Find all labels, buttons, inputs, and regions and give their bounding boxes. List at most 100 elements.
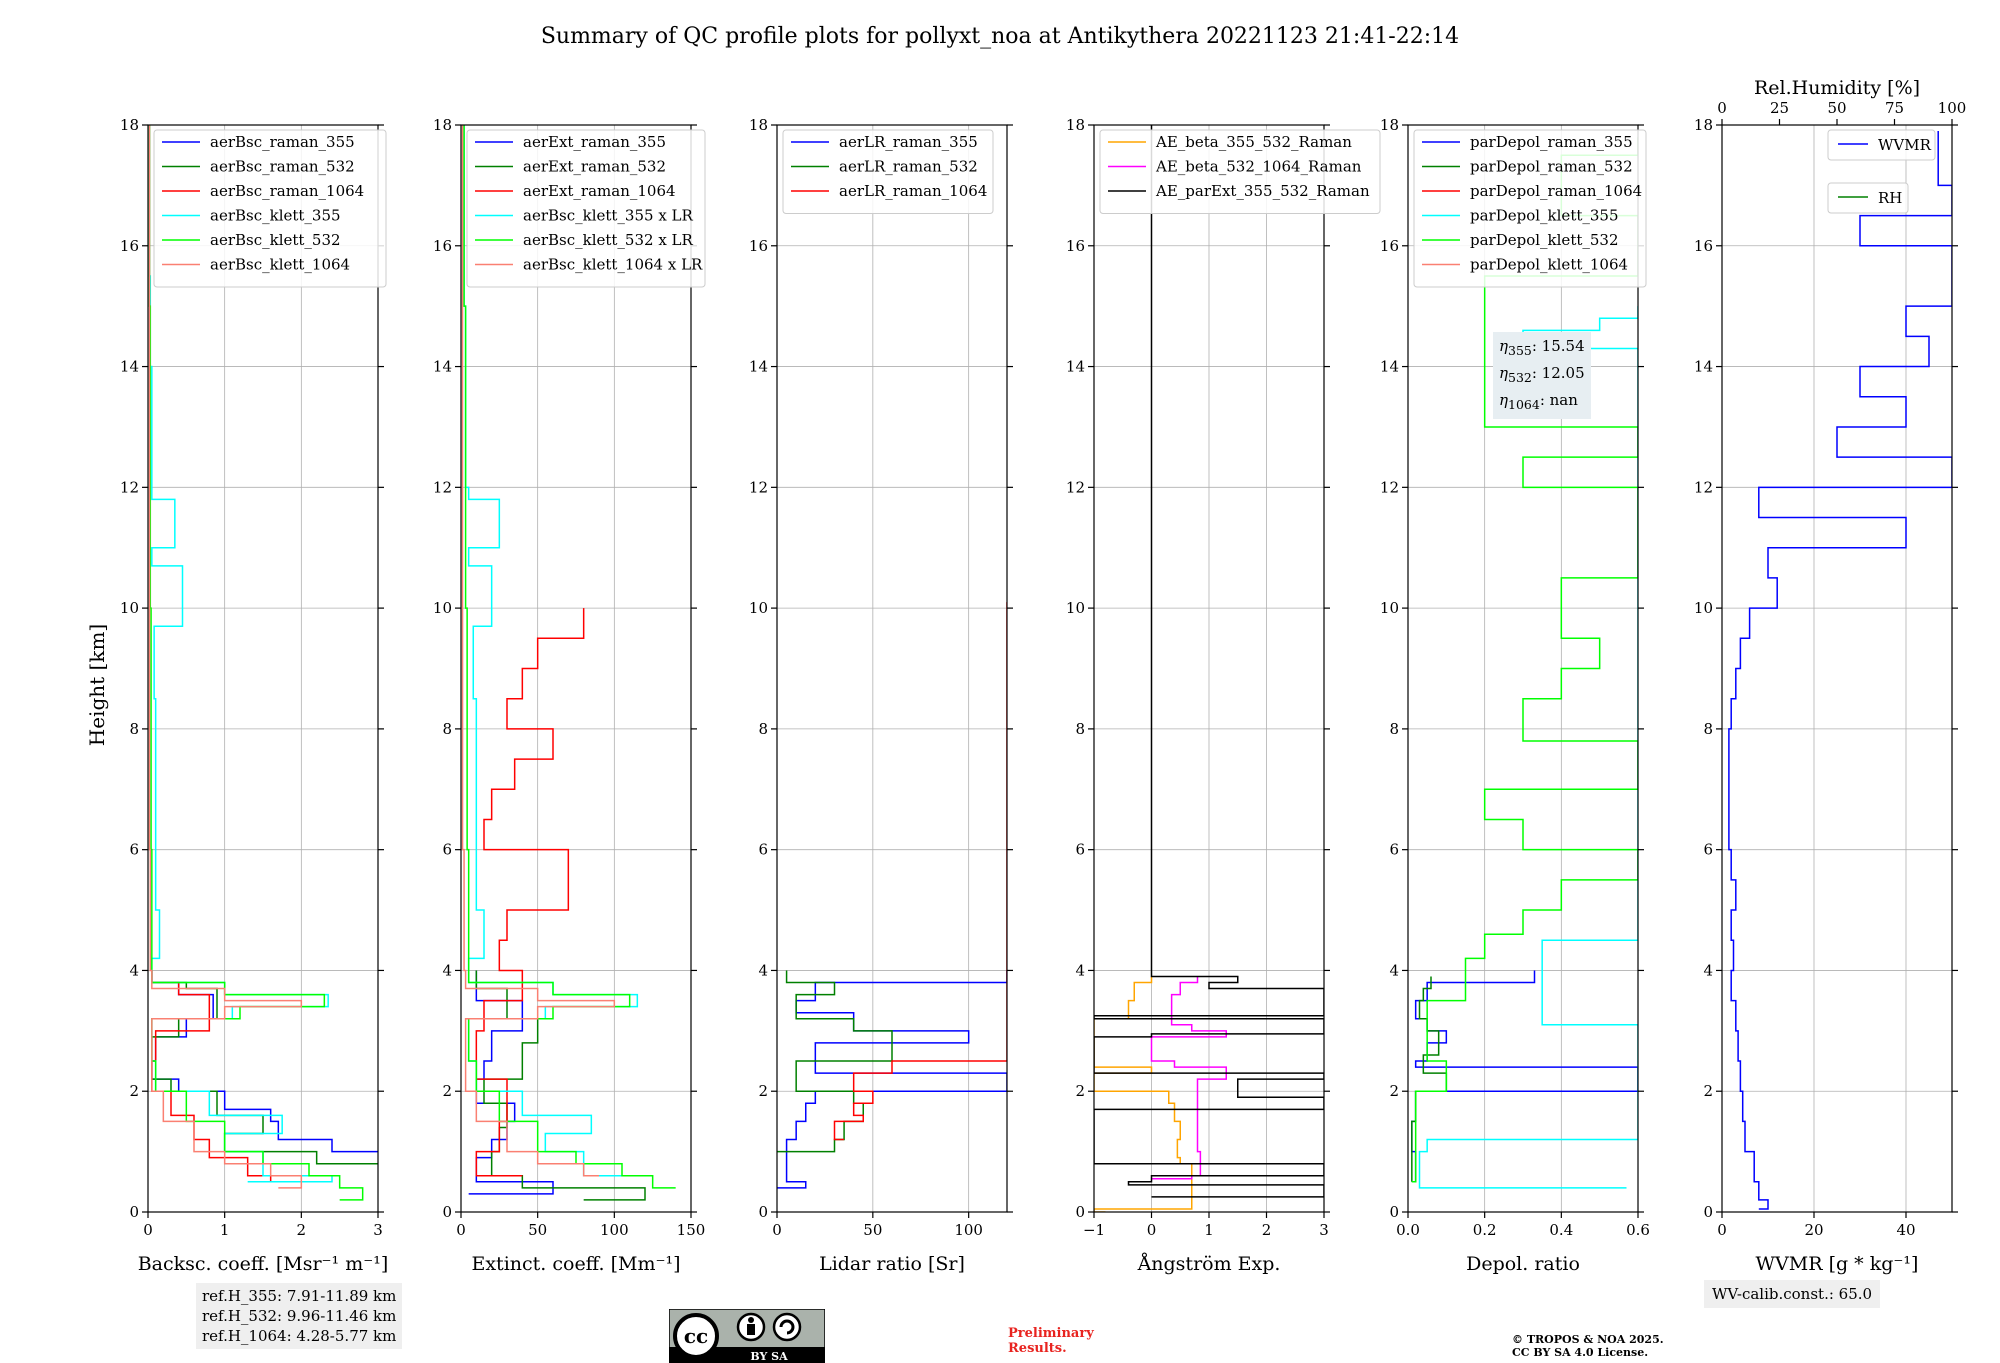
copyright-line-2: CC BY SA 4.0 License. xyxy=(1512,1346,1649,1359)
legend-entry: aerBsc_klett_355 x LR xyxy=(523,207,694,225)
legend-entry: aerBsc_raman_355 xyxy=(210,133,355,151)
x-tick-label: 3 xyxy=(373,1221,383,1239)
legend-entry: parDepol_raman_532 xyxy=(1470,158,1633,176)
eta-1064: η1064: nan xyxy=(1499,389,1585,416)
x-tick-label: 0 xyxy=(772,1221,782,1239)
x-tick-label: 0.6 xyxy=(1626,1221,1650,1239)
y-tick-label: 6 xyxy=(129,841,139,859)
y-tick-label: 6 xyxy=(758,841,768,859)
eta-355-sub: 355 xyxy=(1508,343,1532,358)
x-tick-label: 50 xyxy=(528,1221,547,1239)
x-tick-label: 0.4 xyxy=(1549,1221,1573,1239)
x-tick-label: 1 xyxy=(1204,1221,1214,1239)
y-tick-label: 12 xyxy=(433,478,452,496)
legend-entry: aerBsc_klett_355 xyxy=(210,207,341,225)
legend-entry: aerLR_raman_1064 xyxy=(839,182,987,200)
y-tick-label: 14 xyxy=(433,358,452,376)
wv-calib-text: WV-calib.const.: 65.0 xyxy=(1712,1285,1873,1303)
legend-entry: aerExt_raman_1064 xyxy=(523,182,676,200)
y-tick-label: 0 xyxy=(1075,1203,1085,1221)
series-line-aerBsc_raman_355 xyxy=(151,970,378,1153)
legend-box xyxy=(782,129,994,214)
legend-entry: parDepol_raman_355 xyxy=(1470,133,1633,151)
y-tick-label: 8 xyxy=(1703,720,1713,738)
plot-frame xyxy=(1721,124,1953,1213)
x-tick-label: 3 xyxy=(1319,1221,1329,1239)
y-tick-label: 8 xyxy=(129,720,139,738)
y-tick-label: 16 xyxy=(433,237,452,255)
x-tick-label: 0.0 xyxy=(1396,1221,1420,1239)
x-tick-label: 40 xyxy=(1896,1221,1915,1239)
legend-entry: aerBsc_raman_532 xyxy=(210,158,355,176)
x-tick-label: −1 xyxy=(1083,1221,1105,1239)
series-line-parDepol_klett_532 xyxy=(1411,137,1638,1183)
y-tick-label: 6 xyxy=(442,841,452,859)
plot-frame xyxy=(147,124,379,1213)
series-line-aerBsc_klett_1064 xyxy=(148,125,303,1189)
legend-entry: aerExt_raman_355 xyxy=(523,133,666,151)
y-tick-label: 2 xyxy=(758,1082,768,1100)
legend-box xyxy=(153,129,387,288)
y-tick-label: 10 xyxy=(433,599,452,617)
wv-calib-box: WV-calib.const.: 65.0 xyxy=(1704,1280,1881,1308)
series-line-aerBsc_klett_532 x LR xyxy=(463,125,676,1189)
y-tick-label: 10 xyxy=(1694,599,1713,617)
y-tick-label: 10 xyxy=(1066,599,1085,617)
x-axis-label: Lidar ratio [Sr] xyxy=(819,1253,965,1275)
preliminary-note: Preliminary Results. xyxy=(1008,1326,1094,1356)
sa-icon xyxy=(772,1312,802,1342)
x-tick-label: 1 xyxy=(220,1221,230,1239)
legend-entry: aerLR_raman_355 xyxy=(839,133,978,151)
y-tick-label: 0 xyxy=(442,1203,452,1221)
y-tick-label: 8 xyxy=(1075,720,1085,738)
y-tick-label: 18 xyxy=(433,116,452,134)
y-tick-label: 0 xyxy=(1389,1203,1399,1221)
y-tick-label: 2 xyxy=(442,1082,452,1100)
y-tick-label: 18 xyxy=(120,116,139,134)
ref-height-532: ref.H_532: 9.96-11.46 km xyxy=(202,1307,397,1325)
y-tick-label: 12 xyxy=(1380,478,1399,496)
x-tick-label: 0 xyxy=(1717,1221,1727,1239)
series-line-aerExt_raman_355 xyxy=(468,970,554,1195)
y-tick-label: 6 xyxy=(1703,841,1713,859)
y-tick-label: 12 xyxy=(1066,478,1085,496)
series-line-aerLR_raman_1064 xyxy=(833,602,1007,1141)
series-line-aerExt_raman_532 xyxy=(475,970,646,1201)
legend-entry: AE_beta_532_1064_Raman xyxy=(1155,158,1362,176)
series-line-aerBsc_raman_532 xyxy=(151,970,378,1165)
cc-by-sa-label: BY SA xyxy=(750,1350,788,1363)
eta-532-sub: 532 xyxy=(1508,370,1532,385)
y-tick-label: 10 xyxy=(1380,599,1399,617)
eta-1064-symbol: η xyxy=(1499,391,1508,409)
y-tick-label: 14 xyxy=(1066,358,1085,376)
eta-1064-sub: 1064 xyxy=(1508,397,1540,412)
y-tick-label: 12 xyxy=(1694,478,1713,496)
y-tick-label: 2 xyxy=(129,1082,139,1100)
series-line-aerBsc_klett_1064 x LR xyxy=(461,125,616,1177)
x-tick-label: 100 xyxy=(954,1221,983,1239)
legend-entry-wvmr: WVMR xyxy=(1878,136,1932,154)
y-tick-label: 10 xyxy=(120,599,139,617)
x-tick-label: 150 xyxy=(677,1221,706,1239)
eta-532-value: : 12.05 xyxy=(1531,364,1585,382)
y-tick-label: 2 xyxy=(1389,1082,1399,1100)
panel-depol: 0 2 4 6 8 10 12 14 16 18 0.0 0.2 0.4 0.6 Depol. ratio p… xyxy=(1380,116,1650,1275)
y-tick-label: 14 xyxy=(749,358,768,376)
copyright-line-1: © TROPOS & NOA 2025. xyxy=(1512,1333,1664,1346)
legend-box-rh xyxy=(1827,182,1909,214)
y-tick-label: 2 xyxy=(1075,1082,1085,1100)
y-axis-label: Height [km] xyxy=(85,624,109,746)
preliminary-line-1: Preliminary xyxy=(1008,1326,1094,1341)
y-tick-label: 6 xyxy=(1075,841,1085,859)
eta-355-value: : 15.54 xyxy=(1531,337,1585,355)
x-tick-label: 2 xyxy=(297,1221,307,1239)
y-tick-label: 0 xyxy=(129,1203,139,1221)
legend-entry: parDepol_klett_532 xyxy=(1470,231,1619,249)
y-tick-label: 16 xyxy=(120,237,139,255)
x-axis-label: Depol. ratio xyxy=(1466,1253,1580,1275)
y-tick-label: 16 xyxy=(1066,237,1085,255)
series-line-aerLR_raman_355 xyxy=(777,970,1007,1189)
